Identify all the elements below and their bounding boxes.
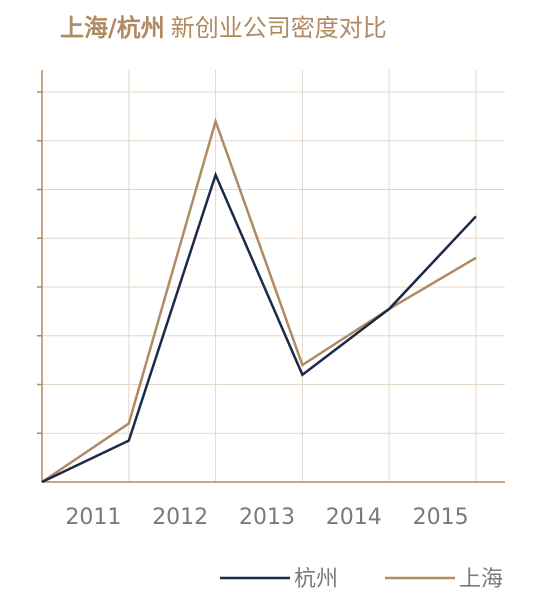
grid-lines xyxy=(42,70,505,482)
series-line-上海 xyxy=(41,117,477,484)
chart-title-subject: 新创业公司密度对比 xyxy=(170,14,387,42)
x-axis-tick-labels: 2011 2012 2013 2014 2015 xyxy=(65,505,468,530)
legend-label-杭州: 杭州 xyxy=(294,567,338,592)
x-tick-label: 2011 xyxy=(65,505,121,530)
x-tick-label: 2014 xyxy=(326,505,382,530)
legend: 杭州 上海 xyxy=(220,567,503,592)
chart-title-cities: 上海/杭州 xyxy=(60,14,165,42)
x-tick-label: 2013 xyxy=(239,505,295,530)
legend-label-上海: 上海 xyxy=(459,567,503,592)
series-line-杭州 xyxy=(41,171,477,484)
x-tick-label: 2015 xyxy=(413,505,469,530)
x-tick-label: 2012 xyxy=(152,505,208,530)
axes xyxy=(37,70,505,483)
series-lines xyxy=(41,117,477,484)
chart-title: 上海/杭州 新创业公司密度对比 xyxy=(60,10,387,46)
